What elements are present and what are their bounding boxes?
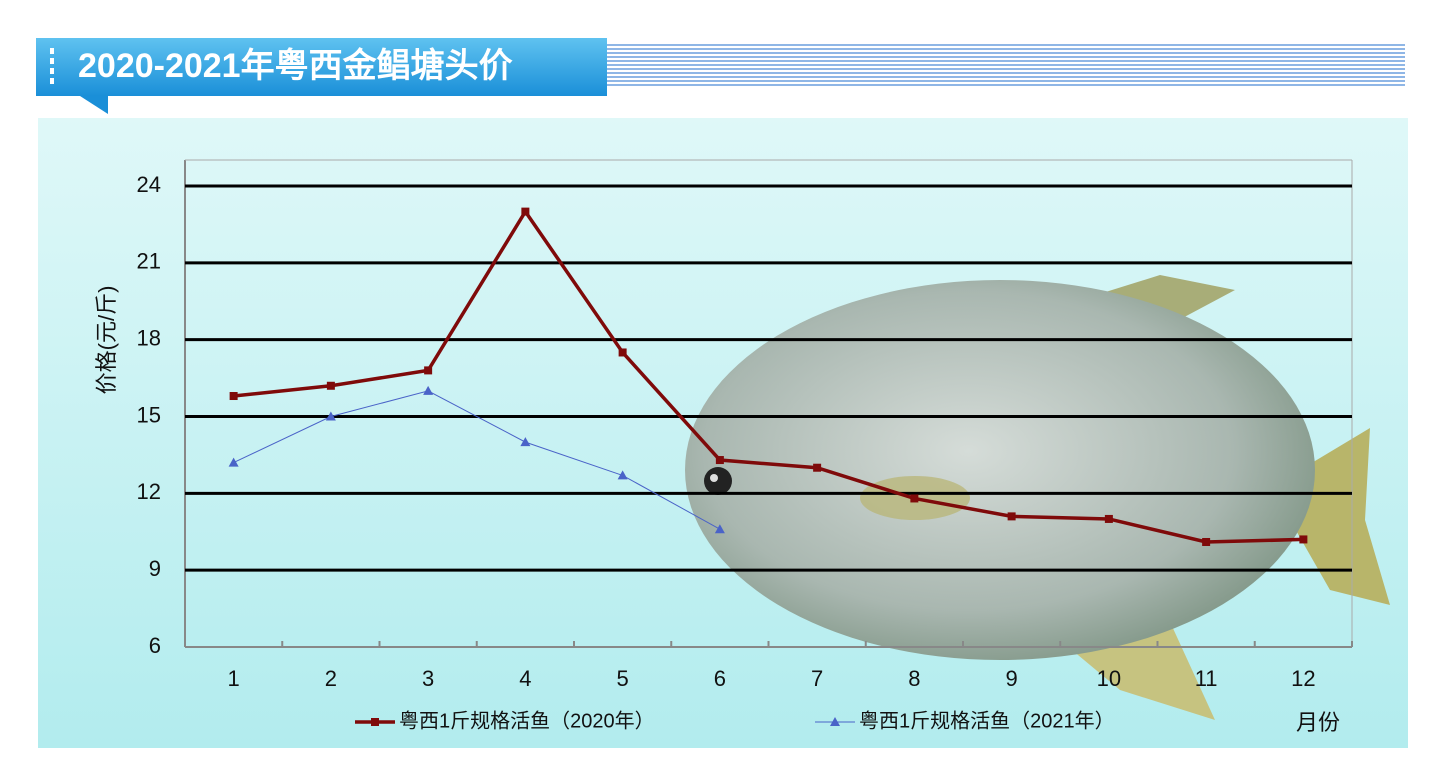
data-point xyxy=(326,381,335,390)
x-tick-label: 11 xyxy=(1195,666,1218,691)
data-point xyxy=(424,366,433,375)
data-point xyxy=(325,411,336,421)
x-tick-label: 7 xyxy=(811,666,823,691)
legend-label: 粤西1斤规格活鱼（2021年） xyxy=(859,709,1115,732)
x-tick-label: 9 xyxy=(1006,666,1018,691)
data-point xyxy=(1104,514,1113,523)
y-tick-label: 24 xyxy=(137,172,161,197)
x-tick-label: 10 xyxy=(1097,666,1121,691)
x-tick-label: 5 xyxy=(617,666,629,691)
y-tick-label: 12 xyxy=(137,479,161,504)
data-point xyxy=(521,207,530,216)
data-point xyxy=(1202,537,1211,546)
y-tick-label: 21 xyxy=(137,249,161,274)
title-banner xyxy=(36,38,607,96)
data-point xyxy=(618,348,627,357)
data-point xyxy=(715,456,724,465)
data-point xyxy=(813,463,822,472)
data-point xyxy=(617,470,628,480)
series-line xyxy=(233,390,721,530)
data-point xyxy=(714,524,725,534)
x-tick-label: 4 xyxy=(519,666,531,691)
x-tick-label: 2 xyxy=(325,666,337,691)
x-tick-label: 8 xyxy=(908,666,920,691)
fish-image xyxy=(685,275,1390,720)
y-axis-label: 价格(元/斤) xyxy=(94,286,119,395)
legend-marker xyxy=(830,717,840,726)
x-tick-label: 6 xyxy=(714,666,726,691)
data-point xyxy=(1299,535,1308,544)
data-point xyxy=(520,437,531,447)
legend-marker xyxy=(371,718,379,726)
y-tick-label: 6 xyxy=(149,633,161,658)
series-line xyxy=(233,208,1304,544)
x-tick-label: 12 xyxy=(1291,666,1315,691)
data-point xyxy=(910,494,919,503)
banner-stripes xyxy=(607,42,1405,88)
x-tick-label: 3 xyxy=(422,666,434,691)
x-axis-label: 月份 xyxy=(1296,710,1340,735)
y-tick-label: 18 xyxy=(137,325,161,350)
data-point xyxy=(423,385,434,395)
data-point xyxy=(1007,512,1016,521)
x-tick-label: 1 xyxy=(228,666,240,691)
banner-dots xyxy=(50,48,54,84)
legend-label: 粤西1斤规格活鱼（2020年） xyxy=(399,709,655,732)
banner-tail xyxy=(80,96,108,114)
chart-title: 2020-2021年粤西金鲳塘头价 xyxy=(78,46,513,85)
data-point xyxy=(229,392,238,401)
y-tick-label: 9 xyxy=(149,556,161,581)
y-tick-label: 15 xyxy=(137,402,161,427)
data-point xyxy=(228,457,239,467)
